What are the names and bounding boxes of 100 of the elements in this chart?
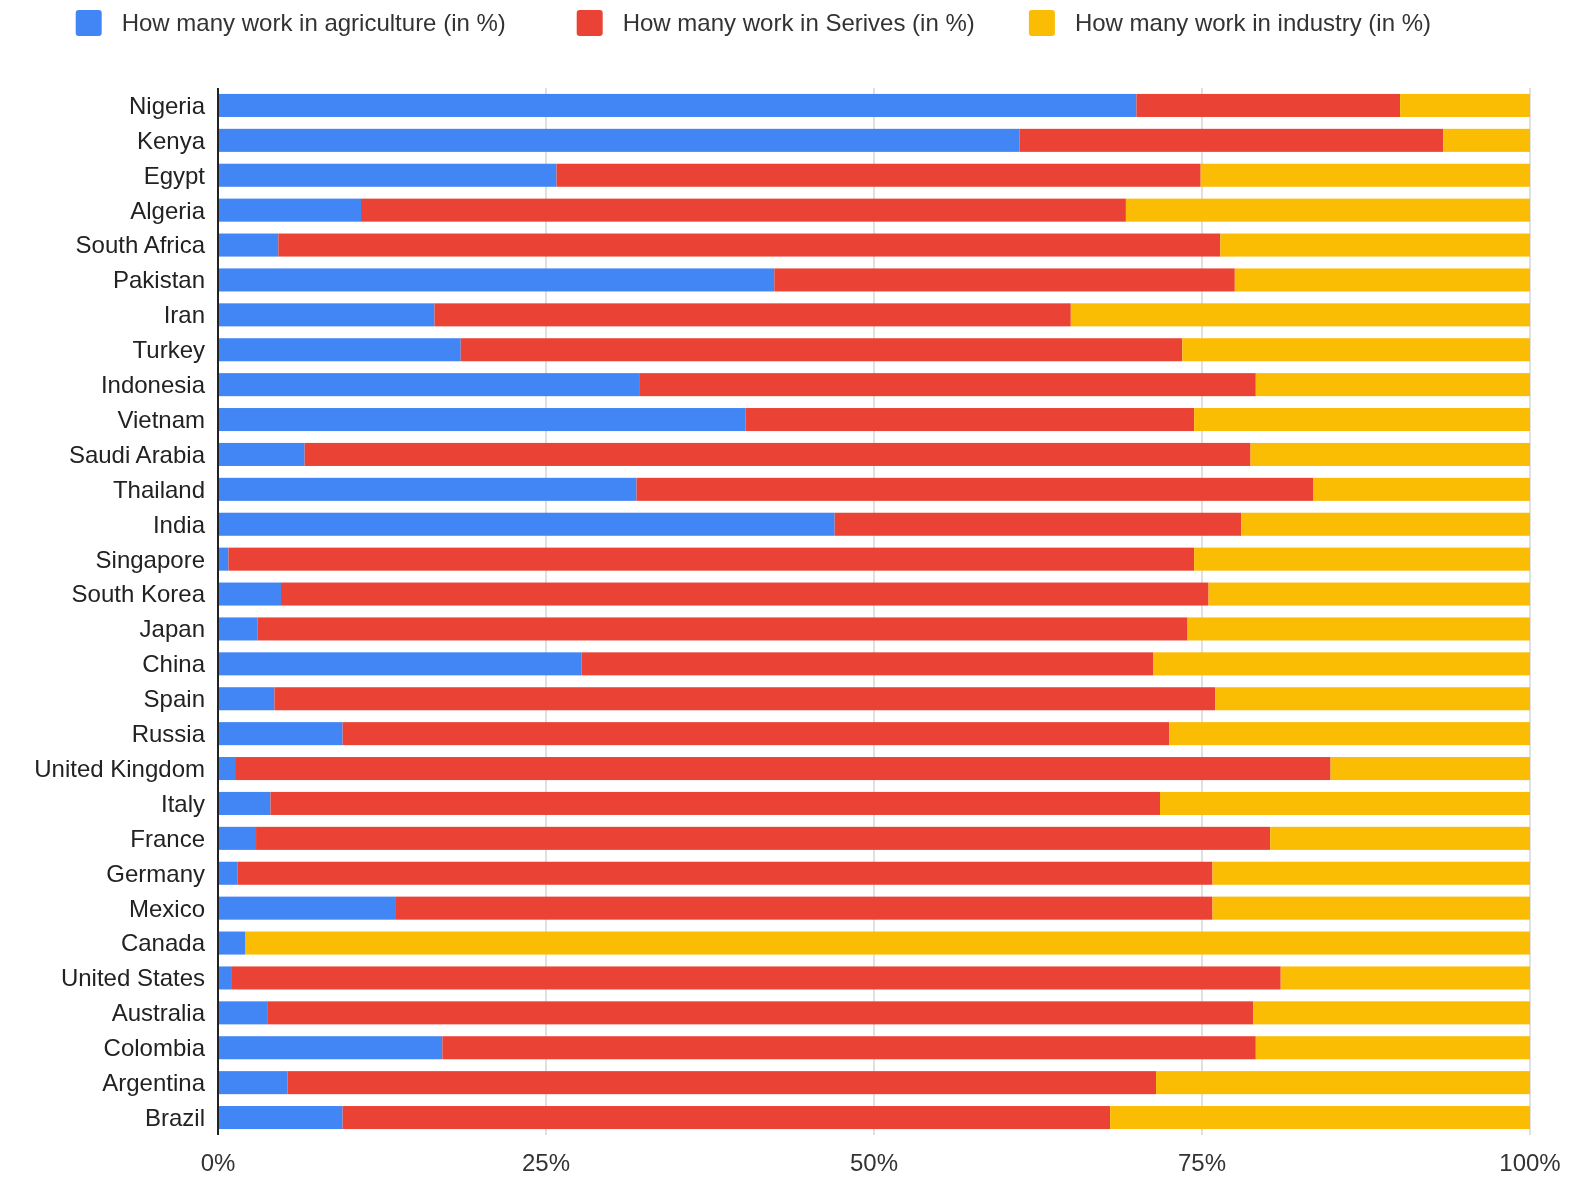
bar: [460, 338, 1183, 362]
y-tick-label: Argentina: [102, 1069, 206, 1097]
bar: [361, 198, 1126, 222]
bar: [218, 861, 238, 885]
bar: [237, 861, 1213, 885]
y-tick-label: Japan: [139, 615, 205, 643]
bar: [218, 128, 1020, 152]
bar: [257, 617, 1188, 641]
bar: [218, 477, 637, 501]
bar: [442, 1036, 1256, 1060]
bar: [1400, 93, 1530, 117]
y-tick-label: Thailand: [112, 475, 205, 503]
bar: [1280, 966, 1530, 990]
bar: [218, 373, 640, 397]
y-tick-label: Iran: [163, 301, 205, 329]
y-tick-label: South Korea: [71, 580, 206, 608]
y-tick-label: France: [130, 824, 205, 852]
bar: [1125, 198, 1530, 222]
bar: [745, 408, 1195, 432]
bar: [342, 722, 1170, 746]
bar: [218, 1036, 443, 1060]
bar: [280, 582, 1209, 606]
bar: [1153, 652, 1530, 676]
bar: [256, 826, 1271, 850]
bar: [218, 966, 232, 990]
y-tick-label: India: [152, 510, 206, 538]
x-tick-label: 75%: [1177, 1149, 1227, 1176]
x-tick-label: 100%: [1499, 1149, 1561, 1176]
bar: [278, 233, 1221, 257]
x-tick-label: 0%: [200, 1149, 236, 1176]
y-tick-label: Colombia: [103, 1034, 206, 1062]
bar: [1160, 791, 1530, 815]
y-tick-label: Canada: [120, 929, 206, 957]
bar: [1194, 547, 1530, 571]
bar: [218, 582, 281, 606]
bar: [218, 652, 582, 676]
bar: [218, 512, 835, 536]
y-tick-label: Turkey: [132, 336, 205, 364]
bar: [274, 687, 1216, 711]
bar: [304, 442, 1251, 466]
bar: [218, 1001, 268, 1025]
bar: [1215, 687, 1530, 711]
y-tick-label: Mexico: [128, 894, 205, 922]
y-tick-label: China: [142, 650, 206, 678]
bar: [1330, 757, 1530, 781]
bar: [1255, 1036, 1530, 1060]
bar: [218, 617, 258, 641]
bar: [218, 233, 279, 257]
bar: [1241, 512, 1530, 536]
bar: [218, 826, 257, 850]
bar: [1169, 722, 1530, 746]
bar: [1200, 163, 1530, 187]
y-tick-label: Kenya: [136, 126, 206, 154]
legend-label: How many work in agriculture (in %): [121, 9, 506, 37]
bar: [218, 687, 275, 711]
bar: [1313, 477, 1530, 501]
bar: [434, 303, 1071, 327]
bar: [218, 93, 1137, 117]
bar: [218, 1106, 343, 1130]
legend-label: How many work in Serives (in %): [622, 9, 975, 37]
bar: [1234, 268, 1530, 292]
y-tick-label: Algeria: [130, 196, 206, 224]
y-tick-label: Nigeria: [128, 91, 206, 119]
y-tick-label: United States: [60, 964, 205, 992]
bar: [218, 268, 775, 292]
bar: [235, 757, 1331, 781]
bar: [218, 442, 305, 466]
bar: [218, 722, 343, 746]
bar: [218, 757, 236, 781]
bar: [218, 896, 396, 920]
bar: [1110, 1106, 1530, 1130]
bar: [774, 268, 1235, 292]
bar: [1019, 128, 1444, 152]
bar: [342, 1106, 1111, 1130]
y-tick-label: Saudi Arabia: [68, 440, 206, 468]
bar: [270, 791, 1161, 815]
bar: [1182, 338, 1530, 362]
y-tick-label: Germany: [106, 859, 205, 887]
bar: [218, 1071, 288, 1095]
bar: [245, 931, 1530, 955]
bar: [1136, 93, 1401, 117]
bar: [228, 547, 1195, 571]
legend-label: How many work in industry (in %): [1074, 9, 1432, 37]
bar: [218, 791, 271, 815]
bar: [218, 303, 435, 327]
bar: [1212, 896, 1530, 920]
bar: [218, 198, 362, 222]
bar: [218, 338, 461, 362]
y-tick-label: Russia: [131, 720, 206, 748]
bar: [1187, 617, 1530, 641]
bar: [1070, 303, 1530, 327]
y-tick-label: Vietnam: [117, 405, 205, 433]
bar: [1208, 582, 1530, 606]
y-tick-label: Brazil: [144, 1103, 205, 1131]
bar: [1156, 1071, 1530, 1095]
y-tick-label: Egypt: [143, 161, 206, 189]
y-tick-label: Singapore: [95, 545, 205, 573]
bar: [636, 477, 1314, 501]
x-tick-label: 25%: [521, 1149, 571, 1176]
y-tick-label: Indonesia: [100, 371, 206, 399]
